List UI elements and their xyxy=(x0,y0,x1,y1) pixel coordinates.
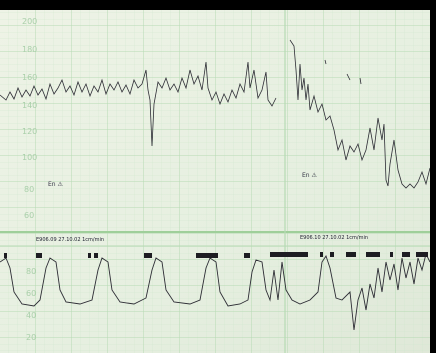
scale-label: 180 xyxy=(22,45,37,54)
page: 200 180 160 140 120 100 80 60 80 60 40 2… xyxy=(0,0,436,353)
scale-label: 20 xyxy=(26,333,36,342)
scale-label: 40 xyxy=(26,311,36,320)
scale-label: 120 xyxy=(22,127,37,136)
scale-label: 160 xyxy=(22,73,37,82)
strip-header: E906.10 27.10.02 1cm/min xyxy=(300,235,368,241)
paper xyxy=(0,10,430,353)
scale-label: 140 xyxy=(22,101,37,110)
scale-label: 60 xyxy=(26,289,36,298)
event-label: En ⚠ xyxy=(302,172,318,179)
ctg-photo: 200 180 160 140 120 100 80 60 80 60 40 2… xyxy=(0,0,436,353)
strip-header: E906.09 27.10.02 1cm/min xyxy=(36,237,104,243)
event-label: En ⚠ xyxy=(48,181,64,188)
scale-label: 80 xyxy=(24,185,34,194)
scale-label: 80 xyxy=(26,267,36,276)
edge-shadow xyxy=(430,0,436,353)
scale-label: 60 xyxy=(24,211,34,220)
scale-label: 200 xyxy=(22,17,37,26)
scale-label: 100 xyxy=(22,153,37,162)
